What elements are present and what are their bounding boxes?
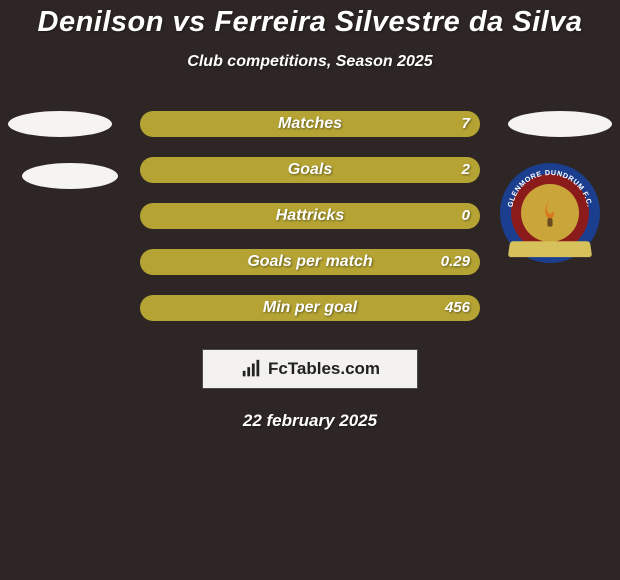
stat-value: 7 xyxy=(140,111,470,137)
stats-area: GLENMORE DUNDRUM F.C. Matches 7 Goals xyxy=(0,111,620,321)
subtitle: Club competitions, Season 2025 xyxy=(0,53,620,71)
stat-row: Goals per match 0.29 xyxy=(0,249,620,275)
stat-row: Matches 7 xyxy=(0,111,620,137)
stat-value: 456 xyxy=(140,295,470,321)
stat-value: 2 xyxy=(140,157,470,183)
stat-row: Min per goal 456 xyxy=(0,295,620,321)
brand-box[interactable]: FcTables.com xyxy=(202,349,418,389)
brand-text: FcTables.com xyxy=(268,359,380,379)
stat-row: Goals 2 xyxy=(0,157,620,183)
comparison-card: Denilson vs Ferreira Silvestre da Silva … xyxy=(0,0,620,580)
stat-value: 0 xyxy=(140,203,470,229)
stat-row: Hattricks 0 xyxy=(0,203,620,229)
stat-value: 0.29 xyxy=(140,249,470,275)
bars-icon xyxy=(240,358,262,380)
page-title: Denilson vs Ferreira Silvestre da Silva xyxy=(0,0,620,39)
date-line: 22 february 2025 xyxy=(0,411,620,431)
